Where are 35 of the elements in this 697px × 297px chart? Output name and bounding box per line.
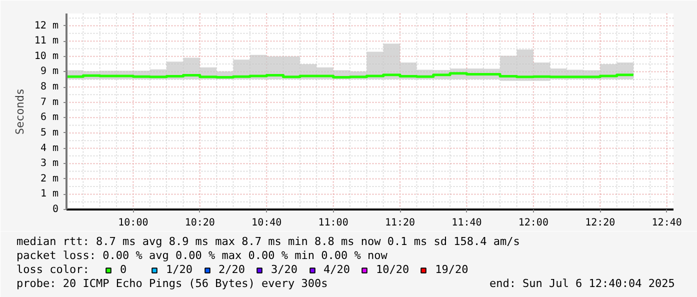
legend-label: 10/20 [376, 263, 410, 276]
y-tick-label: 2 m [40, 173, 58, 184]
x-tick-label: 11:40 [452, 218, 482, 228]
x-tick-label: 10:40 [252, 218, 282, 228]
x-tick-label: 12:40 [652, 218, 682, 228]
x-tick-label: 12:00 [518, 218, 548, 228]
y-axis-title: Seconds [13, 88, 26, 135]
text: median rtt: 8.7 ms avg 8.9 ms max 8.7 ms min 8.8 ms now 0.1 ms sd 158.4 am/s [16, 235, 520, 248]
x-tick-label: 10:00 [118, 218, 148, 228]
y-tick-label: 3 m [40, 158, 58, 170]
y-tick-label: 10 m [34, 50, 59, 62]
y-tick-label: 5 m [40, 127, 58, 138]
legend-label: 0 [120, 263, 128, 276]
legend-label: 4/20 [324, 263, 350, 276]
y-tick-label: 12 m [34, 20, 59, 32]
y-tick-label: 6 m [40, 112, 58, 124]
x-tick-label: 11:00 [318, 218, 348, 228]
y-tick-label: 1 m [40, 188, 58, 200]
legend-label: 1/20 [166, 263, 192, 276]
y-tick-label: 8 m [40, 82, 58, 92]
text: packet loss: 0.00 % avg 0.00 % max 0.00 % min 0.00 % now [16, 249, 388, 262]
y-tick-label: 9 m [40, 66, 58, 78]
legend-label: 19/20 [435, 263, 468, 276]
legend-label: 3/20 [271, 263, 298, 276]
y-tick-label: 7 m [40, 96, 58, 108]
y-tick-label: 0 [52, 204, 59, 215]
text: end: Sun Jul 6 12:40:04 2025 [489, 277, 675, 290]
y-tick-label: 4 m [40, 142, 58, 154]
text: probe: 20 ICMP Echo Pings (56 Bytes) every 300s [16, 277, 328, 290]
legend-title: loss color: [16, 263, 90, 276]
y-tick-label: 11 m [34, 36, 59, 47]
legend-label: 2/20 [218, 263, 245, 276]
x-tick-label: 11:20 [384, 218, 416, 228]
x-tick-label: 10:20 [184, 218, 215, 228]
x-tick-label: 12:20 [585, 218, 616, 228]
